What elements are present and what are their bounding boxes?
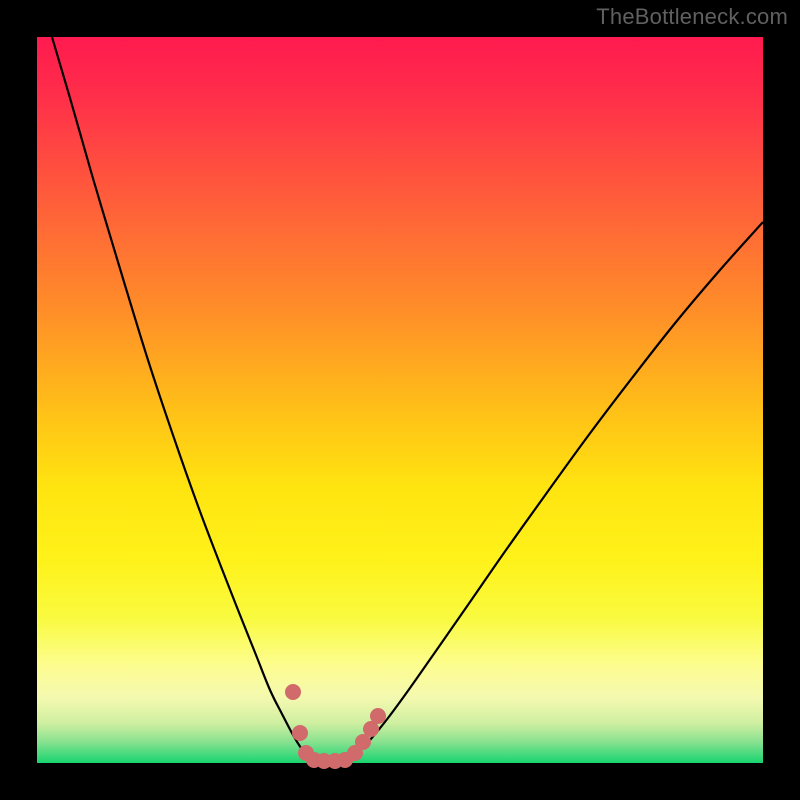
marker-dot	[285, 684, 301, 700]
marker-dot	[292, 725, 308, 741]
plot-area	[37, 37, 763, 763]
chart-container: TheBottleneck.com	[0, 0, 800, 800]
marker-dot	[370, 708, 386, 724]
watermark-text: TheBottleneck.com	[596, 4, 788, 30]
bottleneck-curve-chart	[0, 0, 800, 800]
